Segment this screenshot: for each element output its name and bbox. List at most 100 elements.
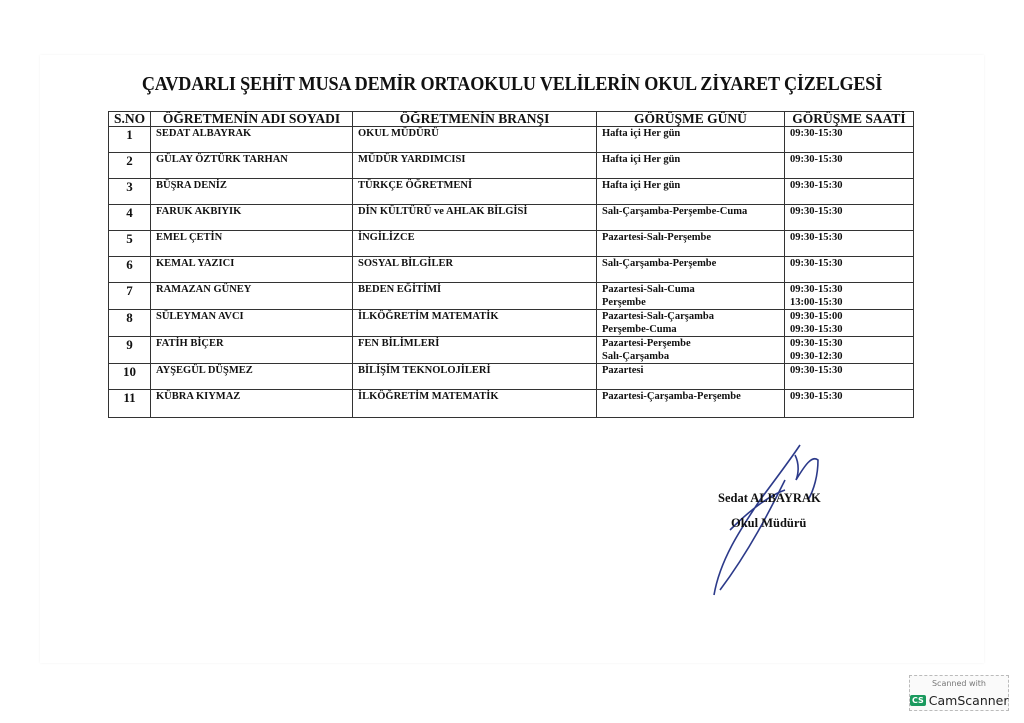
table-row: 10 AYŞEGÜL DÜŞMEZ BİLİŞİM TEKNOLOJİLERİ Paz… [108,363,914,390]
header-sno: S.NO [108,111,151,127]
meeting-day-line: Pazartesi [602,365,644,376]
meeting-times: 09:30-15:30 [784,178,914,205]
meeting-times: 09:30-15:30 [784,204,914,231]
row-number: 4 [108,204,151,231]
meeting-day-line: Pazartesi-Salı-Cuma [602,284,695,295]
signature-title: Okul Müdürü [731,516,807,530]
teacher-name: SÜLEYMAN AVCI [150,309,353,337]
table-row: 4 FARUK AKBIYIK DİN KÜLTÜRÜ ve AHLAK BİLGİ… [108,204,914,231]
meeting-times: 09:30-15:30 [784,152,914,179]
signature-scribble [713,444,819,596]
meeting-days: Salı-Çarşamba-Perşembe-Cuma [596,204,785,231]
meeting-days: Pazartesi-Salı-Çarşamba Perşembe-Cuma [596,309,785,337]
teacher-name: RAMAZAN GÜNEY [150,282,353,310]
teacher-branch: BEDEN EĞİTİMİ [352,282,597,310]
teacher-branch: FEN BİLİMLERİ [352,336,597,364]
teacher-branch: MÜDÜR YARDIMCISI [352,152,597,179]
meeting-days: Pazartesi-Salı-Cuma Perşembe [596,282,785,310]
meeting-day-line: Pazartesi-Çarşamba-Perşembe [602,391,741,402]
watermark-scanned-with: Scanned with [931,679,987,688]
signature-name: Sedat ALBAYRAK [718,491,821,505]
meeting-times: 09:30-15:30 [784,363,914,390]
meeting-time-line: 09:30-15:30 [790,258,843,269]
meeting-time-line: 13:00-15:30 [790,297,843,308]
meeting-time-line: 09:30-15:30 [790,391,843,402]
visit-schedule-table: S.NO ÖĞRETMENİN ADI SOYADI ÖĞRETMENİN BR… [108,111,914,418]
meeting-day-line: Pazartesi-Salı-Çarşamba [602,311,714,322]
meeting-time-line: 09:30-15:30 [790,128,843,139]
meeting-day-line: Perşembe-Cuma [602,324,677,335]
meeting-time-line: 09:30-15:30 [790,284,843,295]
meeting-times: 09:30-15:30 [784,389,914,418]
meeting-day-line: Salı-Çarşamba-Perşembe-Cuma [602,206,748,217]
teacher-branch: SOSYAL BİLGİLER [352,256,597,283]
row-number: 8 [108,309,151,337]
teacher-name: GÜLAY ÖZTÜRK TARHAN [150,152,353,179]
table-row: 8 SÜLEYMAN AVCI İLKÖĞRETİM MATEMATİK Pazart… [108,309,914,337]
meeting-time-line: 09:30-15:30 [790,180,843,191]
meeting-days: Pazartesi-Çarşamba-Perşembe [596,389,785,418]
table-row: 1 SEDAT ALBAYRAK OKUL MÜDÜRÜ Hafta içi Her … [108,126,914,153]
teacher-name: EMEL ÇETİN [150,230,353,257]
table-row: 5 EMEL ÇETİN İNGİLİZCE Pazartesi-Salı-Perşe… [108,230,914,257]
teacher-branch: OKUL MÜDÜRÜ [352,126,597,153]
meeting-times: 09:30-15:30 09:30-12:30 [784,336,914,364]
meeting-days: Pazartesi [596,363,785,390]
teacher-name: SEDAT ALBAYRAK [150,126,353,153]
row-number: 1 [108,126,151,153]
meeting-day-line: Salı-Çarşamba-Perşembe [602,258,717,269]
row-number: 10 [108,363,151,390]
table-row: 11 KÜBRA KIYMAZ İLKÖĞRETİM MATEMATİK Pazart… [108,389,914,418]
table-row: 2 GÜLAY ÖZTÜRK TARHAN MÜDÜR YARDIMCISI Haft… [108,152,914,179]
row-number: 2 [108,152,151,179]
meeting-time-line: 09:30-15:30 [790,338,843,349]
teacher-name: KÜBRA KIYMAZ [150,389,353,418]
meeting-time-line: 09:30-12:30 [790,351,843,362]
meeting-day-line: Pazartesi-Perşembe [602,338,691,349]
meeting-time-line: 09:30-15:30 [790,206,843,217]
teacher-name: FATİH BİÇER [150,336,353,364]
header-meeting-time: GÖRÜŞME SAATİ [784,111,914,127]
meeting-times: 09:30-15:30 [784,256,914,283]
camscanner-watermark: Scanned with CS CamScanner [909,675,1009,711]
meeting-time-line: 09:30-15:30 [790,324,843,335]
meeting-days: Hafta içi Her gün [596,178,785,205]
teacher-branch: TÜRKÇE ÖĞRETMENİ [352,178,597,205]
teacher-name: AYŞEGÜL DÜŞMEZ [150,363,353,390]
table-row: 3 BÜŞRA DENİZ TÜRKÇE ÖĞRETMENİ Hafta içi He… [108,178,914,205]
teacher-branch: İLKÖĞRETİM MATEMATİK [352,309,597,337]
meeting-times: 09:30-15:30 13:00-15:30 [784,282,914,310]
meeting-days: Hafta içi Her gün [596,126,785,153]
camscanner-logo-icon: CS [910,695,926,706]
meeting-day-line: Perşembe [602,297,646,308]
row-number: 3 [108,178,151,205]
teacher-name: FARUK AKBIYIK [150,204,353,231]
document-title: ÇAVDARLI ŞEHİT MUSA DEMİR ORTAOKULU VELİ… [141,74,883,95]
meeting-time-line: 09:30-15:30 [790,232,843,243]
teacher-branch: DİN KÜLTÜRÜ ve AHLAK BİLGİSİ [352,204,597,231]
row-number: 9 [108,336,151,364]
header-meeting-day: GÖRÜŞME GÜNÜ [596,111,785,127]
row-number: 7 [108,282,151,310]
teacher-name: KEMAL YAZICI [150,256,353,283]
row-number: 5 [108,230,151,257]
meeting-day-line: Hafta içi Her gün [602,180,681,191]
watermark-brand: CamScanner [928,693,1009,708]
meeting-time-line: 09:30-15:30 [790,154,843,165]
header-branch: ÖĞRETMENİN BRANŞI [352,111,597,127]
meeting-times: 09:30-15:30 [784,230,914,257]
teacher-name: BÜŞRA DENİZ [150,178,353,205]
table-row: 9 FATİH BİÇER FEN BİLİMLERİ Pazartesi-Perşe… [108,336,914,364]
table-row: 6 KEMAL YAZICI SOSYAL BİLGİLER Salı-Çarşamb… [108,256,914,283]
table-header-row: S.NO ÖĞRETMENİN ADI SOYADI ÖĞRETMENİN BR… [108,111,914,127]
meeting-day-line: Pazartesi-Salı-Perşembe [602,232,712,243]
teacher-branch: İLKÖĞRETİM MATEMATİK [352,389,597,418]
meeting-times: 09:30-15:30 [784,126,914,153]
meeting-time-line: 09:30-15:00 [790,311,843,322]
row-number: 6 [108,256,151,283]
meeting-days: Pazartesi-Salı-Perşembe [596,230,785,257]
meeting-times: 09:30-15:00 09:30-15:30 [784,309,914,337]
row-number: 11 [108,389,151,418]
teacher-branch: İNGİLİZCE [352,230,597,257]
teacher-branch: BİLİŞİM TEKNOLOJİLERİ [352,363,597,390]
